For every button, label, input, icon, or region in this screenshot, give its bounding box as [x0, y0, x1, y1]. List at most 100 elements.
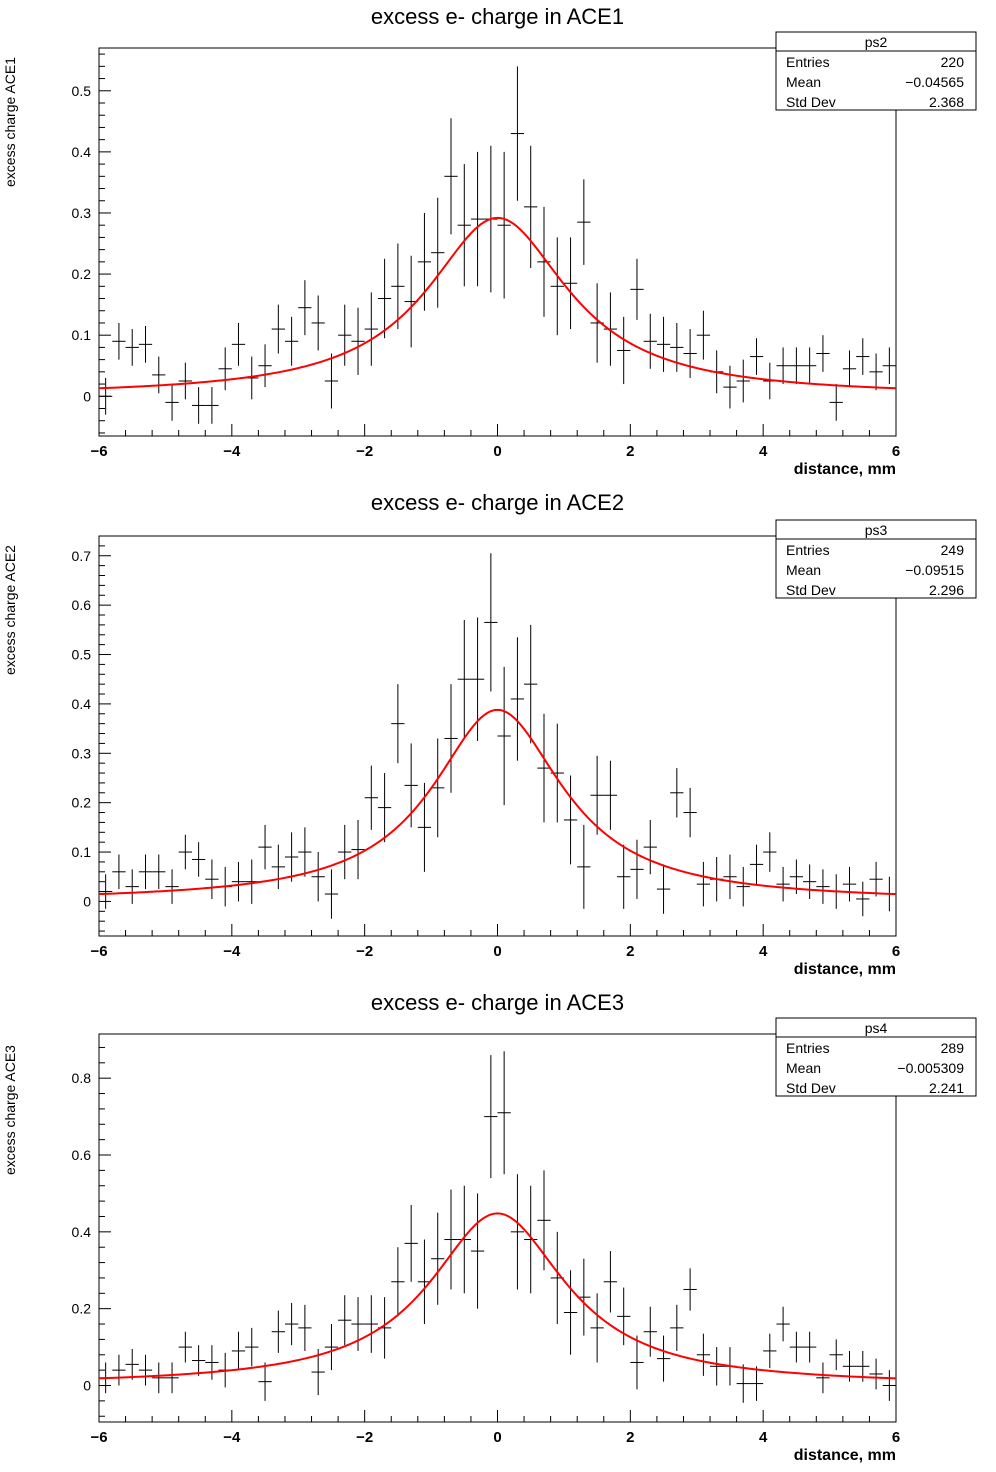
stats-row-value: 2.241 — [929, 1080, 964, 1096]
y-tick-label: 0.2 — [72, 1301, 92, 1317]
data-point — [165, 384, 179, 421]
y-tick-label: 0.3 — [72, 745, 92, 761]
x-tick-label: −6 — [90, 1429, 107, 1446]
data-point — [391, 684, 405, 764]
data-point — [524, 1185, 538, 1294]
x-tick-label: 6 — [892, 1429, 900, 1446]
x-axis-label: distance, mm — [794, 461, 896, 478]
stats-row-value: 2.296 — [929, 582, 964, 598]
data-point — [736, 1364, 750, 1403]
data-point — [178, 1331, 192, 1363]
data-point — [245, 1327, 259, 1367]
y-tick-label: 0.4 — [72, 696, 92, 712]
stats-row-value: −0.005309 — [897, 1060, 964, 1076]
data-point — [537, 713, 551, 823]
data-point — [537, 206, 551, 317]
x-tick-label: 0 — [493, 1429, 501, 1446]
stats-row-label: Std Dev — [786, 94, 836, 110]
data-point — [218, 347, 232, 391]
data-point — [138, 326, 153, 363]
y-tick-label: 0.1 — [72, 844, 92, 860]
stats-box-name: ps4 — [865, 1020, 888, 1036]
data-point — [749, 338, 764, 375]
data-point — [431, 738, 445, 838]
data-point — [829, 384, 843, 421]
data-point — [776, 347, 790, 385]
stats-box-name: ps3 — [865, 522, 888, 538]
data-point — [749, 1366, 764, 1401]
data-point — [510, 637, 525, 761]
chart-title: excess e- charge in ACE3 — [371, 990, 624, 1015]
data-point — [842, 866, 857, 902]
chart-title: excess e- charge in ACE1 — [371, 4, 624, 29]
data-point — [617, 844, 631, 909]
data-point — [670, 1304, 684, 1351]
data-point — [603, 1251, 618, 1313]
data-point — [457, 164, 471, 287]
panel-2: excess e- charge in ACE2 excess charge AC… — [2, 490, 977, 978]
stats-row-value: 2.368 — [929, 94, 964, 110]
data-point — [563, 775, 578, 865]
data-point — [112, 322, 126, 360]
data-point — [630, 258, 644, 320]
data-point — [258, 1362, 272, 1401]
data-point — [696, 861, 711, 907]
data-point — [816, 869, 830, 904]
data-point — [99, 874, 113, 909]
stats-row-label: Mean — [786, 74, 821, 90]
data-point — [231, 322, 246, 366]
x-axis-label: distance, mm — [794, 961, 896, 978]
data-point — [324, 1324, 339, 1371]
fit-curve — [98, 1212, 897, 1380]
data-point — [444, 684, 458, 793]
data-point — [457, 619, 471, 739]
y-axis-label: excess charge ACE1 — [2, 57, 18, 187]
y-tick-label: 0.7 — [72, 548, 92, 564]
x-tick-label: −4 — [223, 443, 241, 460]
fit-curve — [98, 708, 897, 896]
data-point — [298, 280, 312, 336]
stats-box-name: ps2 — [865, 34, 888, 50]
fit-curve — [98, 216, 897, 390]
stats-row-value: −0.09515 — [905, 562, 964, 578]
data-point — [351, 819, 365, 880]
data-point — [165, 869, 179, 904]
data-point — [670, 768, 684, 818]
data-point — [364, 765, 378, 830]
data-point — [311, 852, 325, 902]
data-point — [351, 307, 365, 375]
panel-1: excess e- charge in ACE1 excess charge AC… — [2, 4, 977, 478]
x-tick-label: 6 — [892, 943, 900, 960]
data-point — [776, 866, 790, 902]
stats-box-frame — [775, 1017, 977, 1097]
stats-box-frame — [775, 31, 977, 111]
y-tick-label: 0 — [83, 1378, 91, 1394]
stats-box: ps2 Entries 220 Mean −0.04565 Std Dev 2.368 — [775, 31, 977, 111]
data-point — [550, 237, 564, 336]
stats-row-label: Mean — [786, 562, 821, 578]
data-point — [736, 866, 750, 907]
data-point — [683, 1268, 697, 1311]
data-point — [723, 854, 737, 899]
data-point — [404, 743, 418, 828]
data-point — [789, 1331, 804, 1363]
data-point — [563, 237, 578, 330]
data-point — [763, 832, 777, 872]
data-point — [311, 295, 325, 351]
data-point — [683, 787, 697, 838]
data-point — [590, 755, 604, 835]
y-axis-label: excess charge ACE2 — [2, 545, 18, 675]
stats-row-value: −0.04565 — [905, 74, 964, 90]
x-axis-label: distance, mm — [794, 1447, 896, 1464]
x-tick-label: 4 — [759, 443, 768, 460]
data-point — [524, 624, 538, 744]
data-point — [497, 1051, 511, 1175]
data-point — [617, 1287, 631, 1346]
data-point — [152, 1362, 166, 1394]
y-tick-label: 0.5 — [72, 83, 92, 99]
data-point — [324, 869, 339, 919]
data-point — [457, 1185, 471, 1294]
data-point — [351, 1297, 365, 1351]
data-point — [563, 1270, 578, 1355]
data-point — [789, 347, 804, 385]
